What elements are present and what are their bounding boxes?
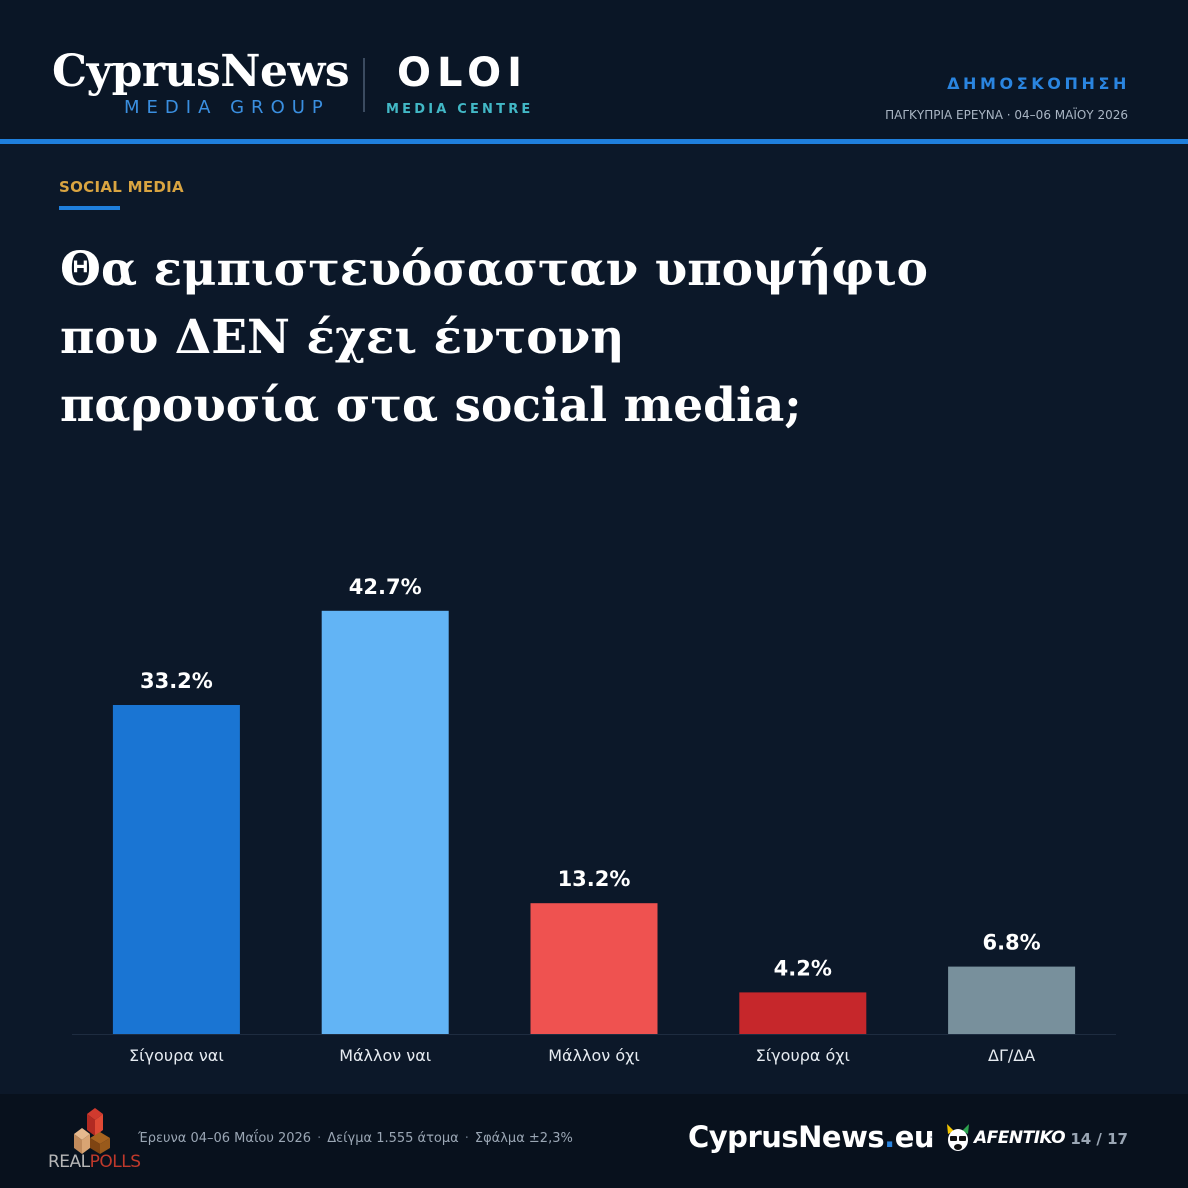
footer-logo-separator: · [929,1130,934,1146]
bar [739,992,867,1034]
question-line: Θα εμπιστευόσασταν υποψήφιο [60,242,929,297]
page-counter: 14 / 17 [1070,1130,1128,1148]
realpolls-logo-icon [74,1108,110,1154]
realpolls-suffix: POLLS [89,1152,141,1172]
bar-value-label: 42.7% [349,575,422,599]
cyprusnews-site-logo[interactable]: CyprusNews.eu [688,1120,935,1154]
realpolls-wordmark: REALPOLLS [48,1152,141,1172]
category-label: ΔΓ/ΔΑ [988,1046,1035,1065]
bar-value-label: 4.2% [774,956,832,980]
afentiko-logo[interactable]: AFENTIKO [974,1128,1066,1148]
realpolls-prefix: REAL [48,1152,90,1172]
header [0,0,1188,140]
brand-logo-media-centre: MEDIA CENTRE [386,102,534,117]
afentiko-mascot-icon [947,1124,969,1151]
brand-divider [363,58,365,112]
bar-chart: 33.2% Σίγουρα ναι 42.7% Μάλλον ναι 13.2% Μάλλ… [0,440,1188,1080]
survey-info: ΠΑΓΚΥΠΡΙΑ ΕΡΕΥΝΑ · 04–06 ΜΑΪΟΥ 2026 [885,108,1128,122]
site-name: CyprusNews [688,1120,885,1154]
footer-separator: · [464,1131,469,1146]
question-line: παρουσία στα social media; [60,378,802,433]
question-title: Θα εμπιστευόσασταν υποψήφιο που ΔΕΝ έχει… [60,236,960,440]
bar [948,966,1076,1034]
site-dot: . [884,1120,895,1154]
category-label: Σίγουρα ναι [129,1046,224,1065]
brand-logo-cyprusnews: CyprusNews [52,46,350,97]
footer-error: Σφάλμα ±2,3% [474,1131,573,1146]
footer-survey-dates: Έρευνα 04–06 Μαΐου 2026 [138,1131,312,1146]
brand-logo-oloi: OLOI [397,50,528,96]
bar [530,903,658,1034]
site-tld: eu [894,1120,935,1154]
footer-separator: · [317,1131,322,1146]
footer-survey-meta: Έρευνα 04–06 Μαΐου 2026 · Δείγμα 1.555 άτο… [138,1131,573,1146]
bar [112,705,240,1034]
bar-chart-svg: 33.2% Σίγουρα ναι 42.7% Μάλλον ναι 13.2% Μάλλ… [72,575,1116,1065]
header-divider [0,139,1188,144]
section-label: ΔΗΜΟΣΚΟΠΗΣΗ [947,74,1130,93]
question-line: που ΔΕΝ έχει έντονη [60,310,625,365]
bar-value-label: 13.2% [558,867,631,891]
footer [0,1094,1188,1188]
footer-sample: Δείγμα 1.555 άτομα [327,1131,459,1146]
category-label: Μάλλον όχι [548,1046,640,1065]
brand-logo-media-group: MEDIA GROUP [124,97,330,118]
topic-label: SOCIAL MEDIA [59,178,184,196]
bar-value-label: 33.2% [140,669,213,693]
bar [321,610,449,1034]
category-label: Μάλλον ναι [339,1046,431,1065]
category-label: Σίγουρα όχι [756,1046,850,1065]
bar-value-label: 6.8% [982,931,1040,955]
topic-underline [59,206,120,210]
